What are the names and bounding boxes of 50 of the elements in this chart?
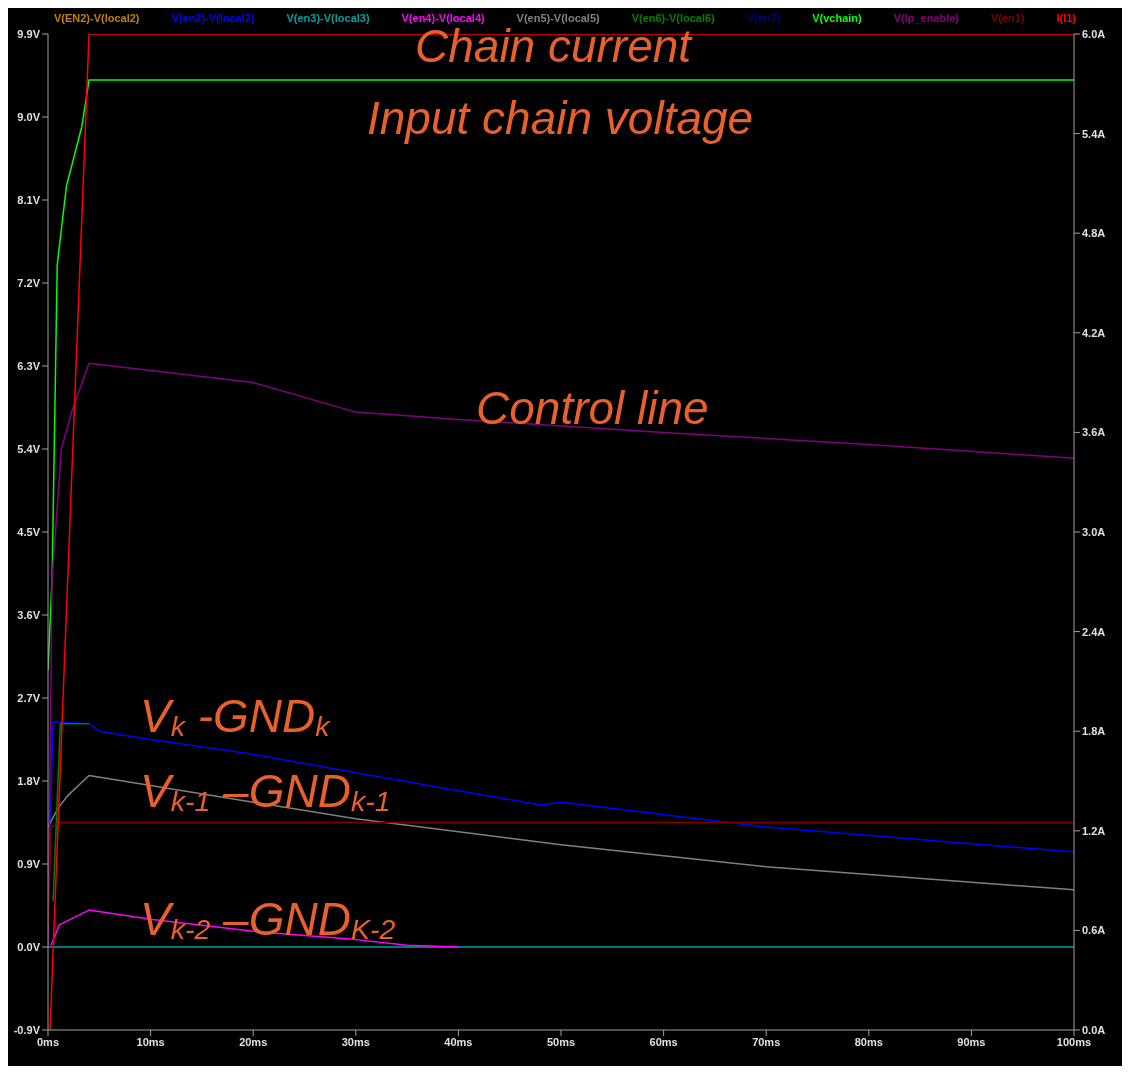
y2-tick-label: 0.6A xyxy=(1082,924,1106,937)
y-tick-label: 6.3V xyxy=(17,359,41,372)
x-tick-label: 70ms xyxy=(752,1035,781,1048)
x-tick-label: 40ms xyxy=(444,1035,473,1048)
y-tick-label: 1.8V xyxy=(17,774,41,787)
text: V(en3)-V(local3) xyxy=(286,12,370,24)
y2-tick-label: 5.4A xyxy=(1082,127,1106,140)
x-tick-label: 100ms xyxy=(1056,1035,1092,1048)
y2-tick-label: 6.0A xyxy=(1082,27,1106,40)
x-tick-label: 10ms xyxy=(136,1035,165,1048)
y2-tick-label: 0.0A xyxy=(1082,1023,1106,1036)
annotation: Control line xyxy=(476,382,709,435)
x-tick-label: 60ms xyxy=(649,1035,678,1048)
y2-tick-label: 4.2A xyxy=(1082,326,1106,339)
text: V(en6)-V(local6) xyxy=(631,12,715,24)
series-label: I(I1) xyxy=(1056,12,1077,24)
y-tick-label: 3.6V xyxy=(17,608,41,621)
x-tick-label: 80ms xyxy=(854,1035,883,1048)
annotation: Input chain voltage xyxy=(367,92,754,145)
legend-label: V(EN2)-V(local2) xyxy=(53,12,140,24)
y-tick-label: -0.9V xyxy=(13,1023,41,1036)
line-series xyxy=(48,774,1074,891)
annotation: V$_{k-1}$ –GND$_{k-1}$ xyxy=(140,765,391,819)
y-tick-label: 9.0V xyxy=(17,110,41,123)
y2-tick-label: 1.8A xyxy=(1082,725,1106,738)
x-tick-label: 20ms xyxy=(239,1035,268,1048)
y2-tick-label: 1.2A xyxy=(1082,824,1106,837)
y-tick-label: 7.2V xyxy=(17,276,41,289)
y2-tick-label: 4.8A xyxy=(1082,227,1106,240)
y-tick-label: 0.9V xyxy=(17,857,41,870)
y-tick-label: 5.4V xyxy=(17,442,41,455)
text: V(lp_enable) xyxy=(893,12,960,24)
x-tick-label: 50ms xyxy=(546,1035,576,1048)
y-tick-label: 9.9V xyxy=(17,27,41,40)
text: V(en1) xyxy=(990,12,1025,24)
x-tick-label: 0ms xyxy=(36,1035,60,1048)
y2-tick-label: 3.0A xyxy=(1082,525,1106,538)
text: V(en2)-V(local2) xyxy=(171,12,255,24)
y-tick-label: 8.1V xyxy=(17,193,41,206)
y-tick-label: 4.5V xyxy=(17,525,41,538)
y2-tick-label: 3.6A xyxy=(1082,426,1106,439)
x-tick-label: 30ms xyxy=(341,1035,370,1048)
x-tick-label: 90ms xyxy=(957,1035,986,1048)
y2-tick-label: 2.4A xyxy=(1082,625,1106,638)
text: V(en5)-V(local5) xyxy=(516,12,600,24)
y-tick-label: 2.7V xyxy=(17,691,41,704)
text: V(vchain) xyxy=(812,12,862,24)
legend-label: V(en7) xyxy=(746,12,781,24)
annotation: V$_{k}$ -GND$_{k}$ xyxy=(140,690,330,744)
y-tick-label: 0.0V xyxy=(17,940,41,953)
